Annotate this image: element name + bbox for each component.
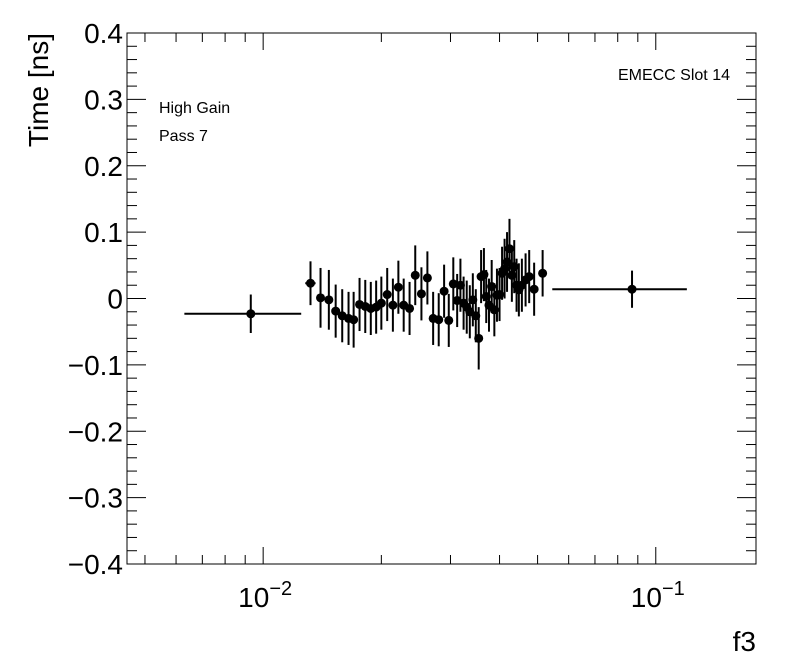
- point-marker: [305, 278, 315, 288]
- data-point: [349, 291, 359, 348]
- point-marker: [529, 284, 539, 294]
- point-marker: [324, 295, 334, 305]
- y-tick-label: 0.1: [84, 217, 123, 248]
- data-point: [393, 260, 403, 314]
- point-marker: [416, 289, 426, 299]
- data-point: [410, 245, 420, 306]
- point-marker: [376, 298, 386, 308]
- point-marker: [474, 333, 484, 343]
- y-axis-title: Time [ns]: [23, 33, 54, 147]
- point-marker: [410, 270, 420, 280]
- point-marker: [439, 286, 449, 296]
- data-point: [376, 276, 386, 330]
- slot-annotation: EMECC Slot 14: [618, 67, 730, 84]
- point-marker: [388, 300, 398, 310]
- point-marker: [524, 272, 534, 282]
- data-point: [405, 281, 415, 336]
- point-marker: [538, 268, 548, 278]
- y-tick-label: 0.2: [84, 151, 123, 182]
- y-tick-label: −0.1: [68, 350, 123, 381]
- point-marker: [444, 315, 454, 325]
- point-marker: [349, 315, 359, 325]
- data-point: [439, 264, 449, 318]
- data-points: [184, 218, 687, 370]
- point-marker: [316, 293, 326, 303]
- y-tick-label: −0.4: [68, 549, 123, 580]
- data-point: [305, 261, 316, 306]
- x-tick-label: 10−2: [238, 578, 292, 613]
- data-point: [538, 250, 548, 297]
- data-point: [388, 278, 398, 332]
- y-tick-label: −0.3: [68, 483, 123, 514]
- y-tick-label: 0: [107, 284, 123, 315]
- y-tick-label: 0.4: [84, 18, 123, 49]
- point-marker: [382, 290, 392, 300]
- y-tick-label: −0.2: [68, 416, 123, 447]
- x-tick-label: 10−1: [631, 578, 685, 613]
- data-point: [434, 293, 444, 347]
- data-point: [184, 294, 302, 334]
- x-axis-title: f3: [733, 626, 756, 657]
- data-point: [422, 251, 432, 305]
- data-point: [552, 270, 687, 308]
- point-marker: [405, 303, 415, 313]
- point-marker: [422, 273, 432, 283]
- y-tick-label: 0.3: [84, 84, 123, 115]
- y-axis-ticks: −0.4 −0.3 −0.2 −0.1 0 0.1 0.2 0.3 0.4: [68, 18, 756, 580]
- point-marker: [627, 284, 637, 294]
- data-point: [524, 250, 534, 304]
- x-axis-ticks: 10−2 10−1: [144, 33, 685, 613]
- pass-annotation: Pass 7: [159, 128, 208, 145]
- data-point: [416, 267, 426, 321]
- gain-annotation: High Gain: [159, 100, 230, 117]
- point-marker: [393, 282, 403, 292]
- point-marker: [434, 315, 444, 325]
- data-point: [444, 293, 454, 347]
- data-point: [382, 267, 392, 322]
- data-point: [316, 267, 326, 328]
- data-point: [474, 307, 484, 370]
- point-marker: [448, 279, 458, 289]
- data-point: [324, 269, 334, 330]
- data-point: [529, 262, 539, 316]
- data-point: [331, 284, 341, 338]
- point-marker: [331, 306, 341, 316]
- point-marker: [246, 309, 256, 319]
